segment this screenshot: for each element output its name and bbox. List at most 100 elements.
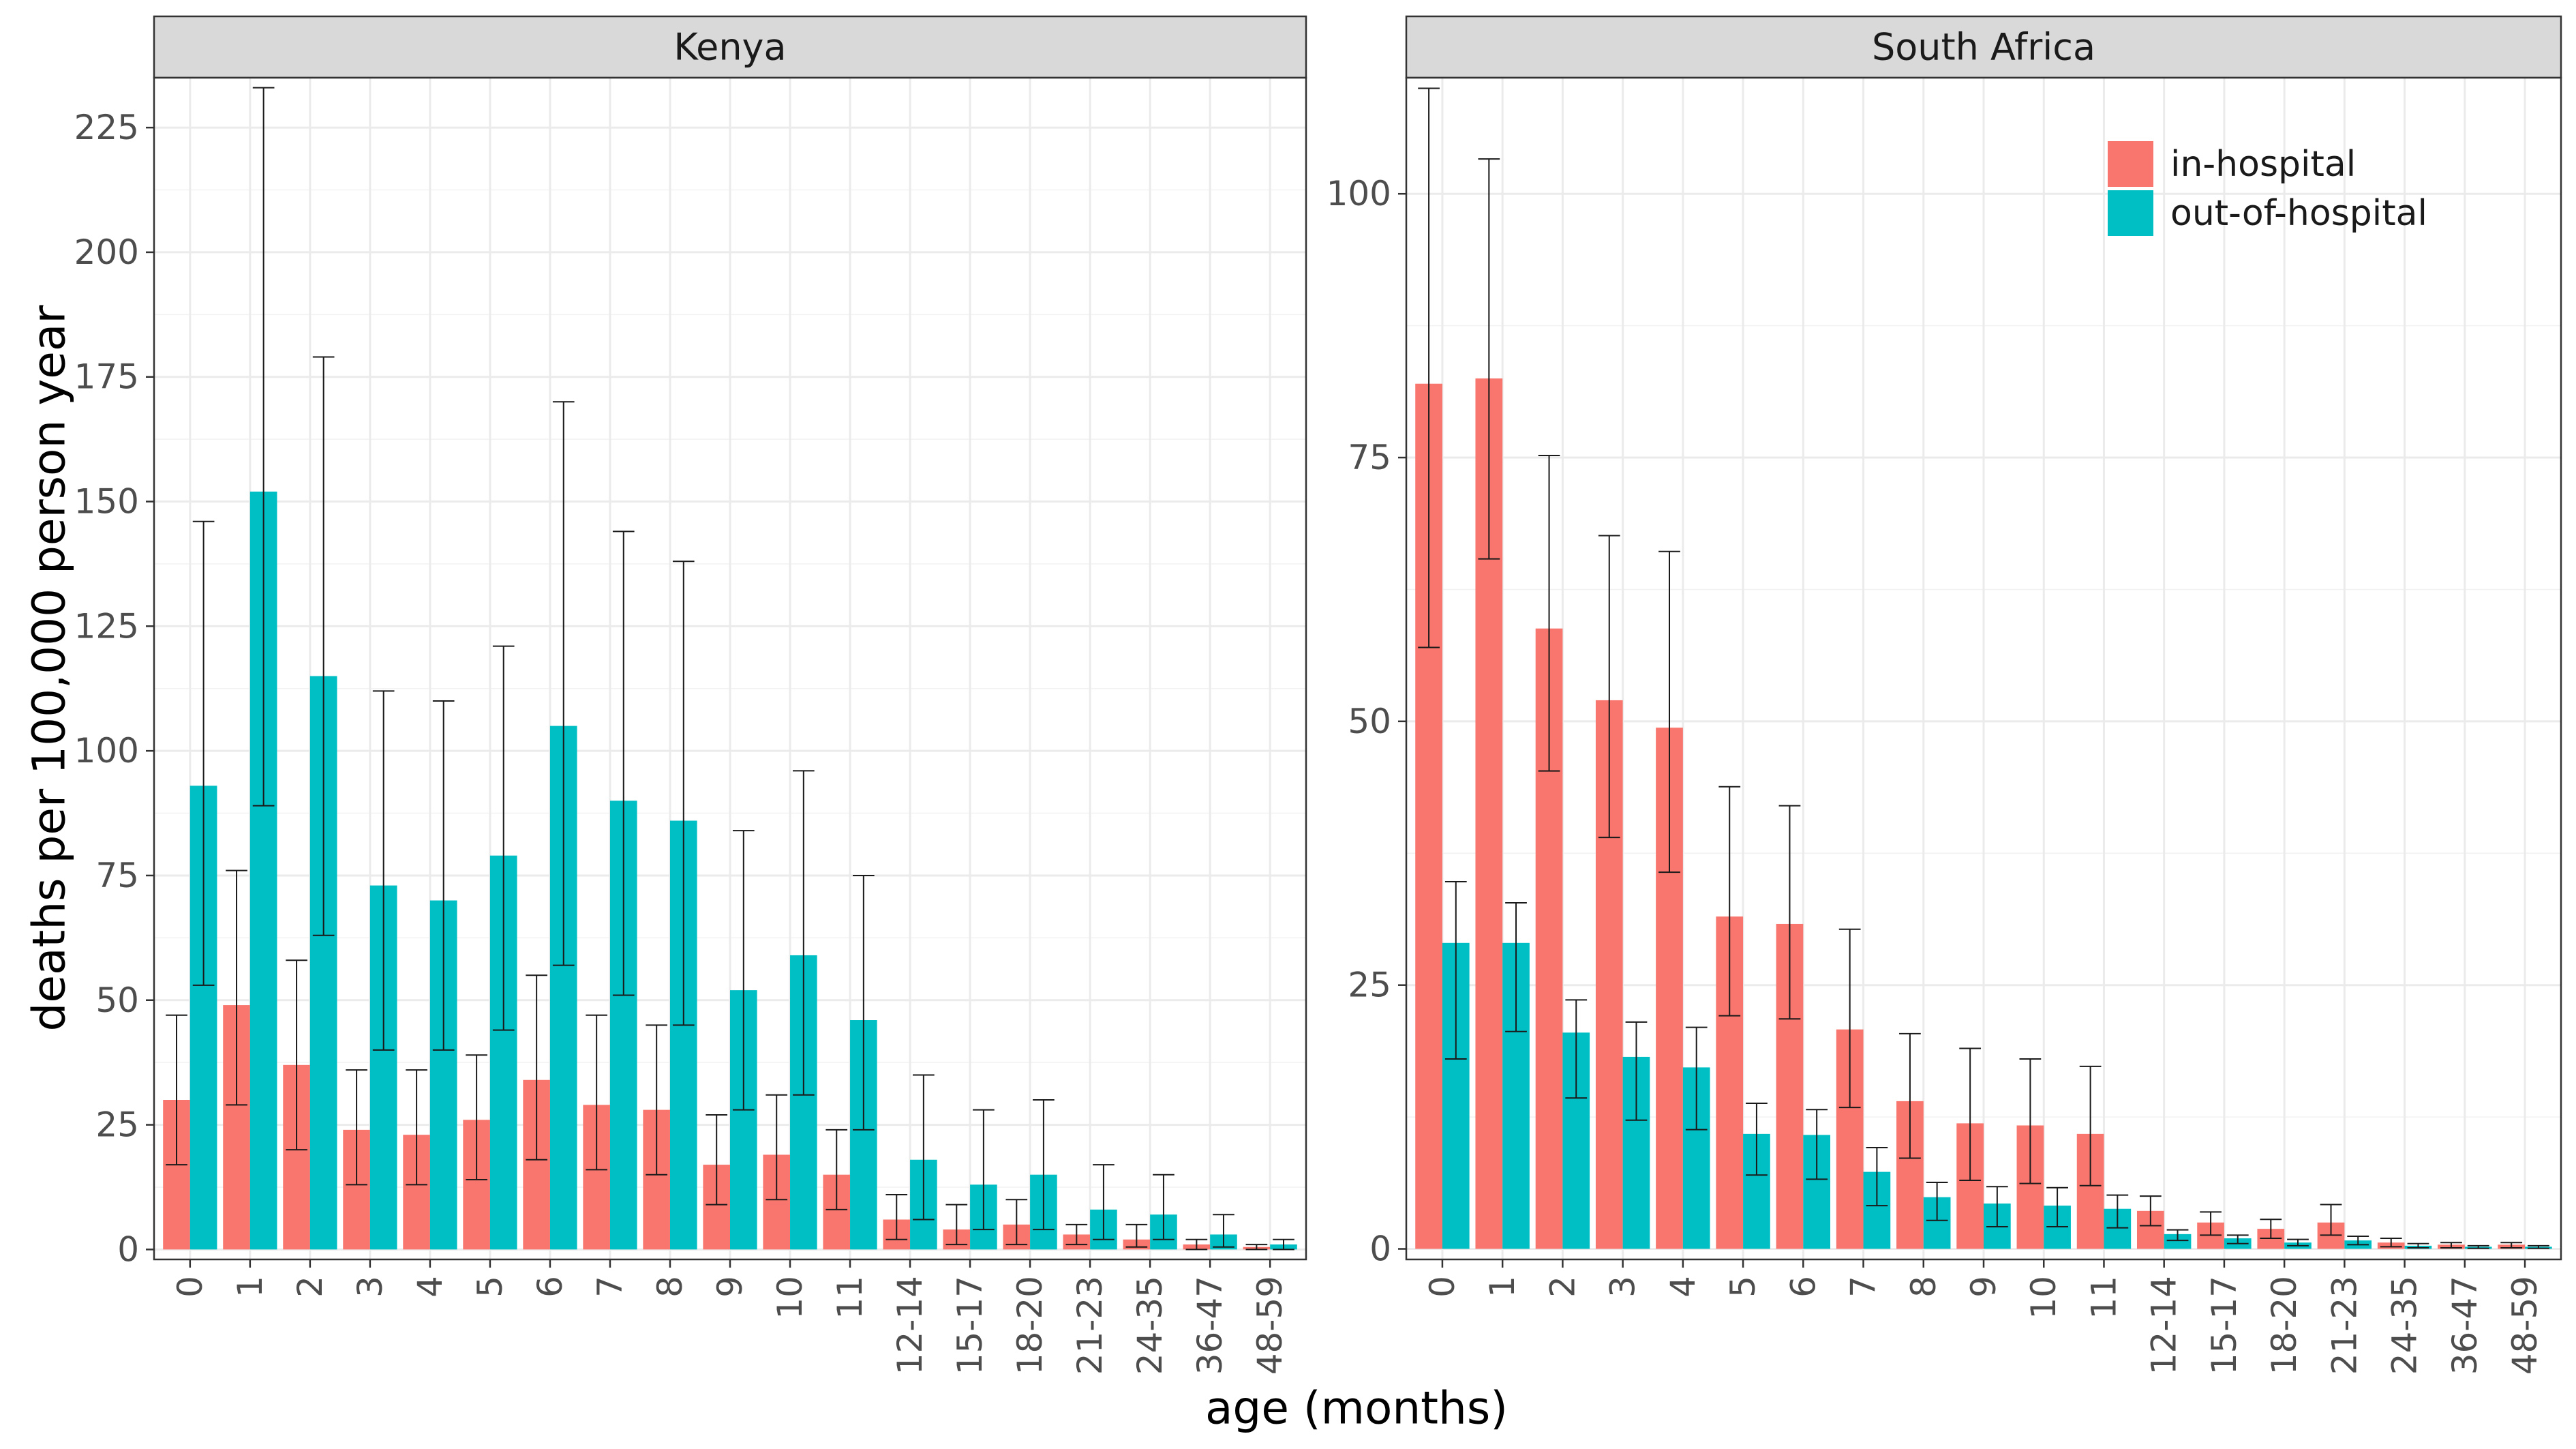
errorbar-out-of-hospital-2 xyxy=(1565,999,1588,1099)
errorbar-in-hospital-6 xyxy=(526,974,547,1161)
x-tick-label: 1 xyxy=(230,1276,270,1298)
errorbar-in-hospital-1 xyxy=(226,869,247,1106)
x-tick-label: 9 xyxy=(1964,1276,2003,1298)
errorbar-out-of-hospital-21-23 xyxy=(1093,1164,1115,1240)
x-tick-label: 9 xyxy=(710,1276,750,1298)
errorbar-in-hospital-0 xyxy=(166,1014,187,1166)
x-tick-label: 6 xyxy=(530,1276,570,1298)
errorbar-out-of-hospital-11 xyxy=(2106,1194,2129,1229)
x-tick-label: 11 xyxy=(2084,1276,2123,1319)
panel-south-africa-title: South Africa xyxy=(1872,26,2095,69)
legend-key-out-of-hospital xyxy=(2108,190,2153,236)
errorbar-out-of-hospital-18-20 xyxy=(1033,1099,1055,1231)
x-tick-label: 2 xyxy=(290,1276,330,1298)
panel-kenya-strip xyxy=(153,15,1307,79)
legend-key-in-hospital xyxy=(2108,141,2153,187)
errorbar-in-hospital-8 xyxy=(1899,1032,1921,1159)
x-tick-label: 1 xyxy=(1483,1276,1522,1298)
x-axis-title: age (months) xyxy=(1205,1382,1508,1435)
errorbar-in-hospital-3 xyxy=(1598,535,1620,839)
errorbar-in-hospital-10 xyxy=(2019,1058,2042,1184)
x-tick-label: 48-59 xyxy=(1250,1276,1290,1375)
x-tick-label: 8 xyxy=(650,1276,690,1298)
errorbar-out-of-hospital-4 xyxy=(432,700,455,1051)
errorbar-out-of-hospital-48-59 xyxy=(1273,1238,1294,1251)
errorbar-out-of-hospital-7 xyxy=(612,531,635,996)
x-tick-label: 5 xyxy=(470,1276,510,1298)
errorbar-in-hospital-9 xyxy=(706,1114,728,1206)
panel-south-africa-strip xyxy=(1405,15,2562,79)
errorbar-in-hospital-18-20 xyxy=(1005,1199,1028,1246)
errorbar-out-of-hospital-6 xyxy=(1806,1109,1828,1180)
errorbar-in-hospital-36-47 xyxy=(2440,1242,2462,1249)
x-tick-label: 0 xyxy=(170,1276,210,1298)
panel-south-africa-errorbars xyxy=(1418,87,2549,1249)
errorbar-out-of-hospital-1 xyxy=(1505,902,1527,1032)
x-tick-label: 15-17 xyxy=(950,1276,990,1375)
errorbar-out-of-hospital-8 xyxy=(1926,1182,1948,1221)
y-tick-label: 50 xyxy=(95,981,139,1020)
errorbar-out-of-hospital-1 xyxy=(252,87,275,807)
bar-out-of-hospital-12-14 xyxy=(2164,1234,2192,1249)
errorbar-out-of-hospital-8 xyxy=(672,561,695,1026)
errorbar-out-of-hospital-7 xyxy=(1866,1146,1888,1207)
y-tick-label: 25 xyxy=(95,1105,139,1145)
x-tick-label: 18-20 xyxy=(2264,1276,2304,1375)
errorbar-in-hospital-24-35 xyxy=(1125,1223,1148,1248)
y-tick-label: 100 xyxy=(1327,174,1391,213)
errorbar-in-hospital-8 xyxy=(646,1024,668,1176)
errorbar-out-of-hospital-3 xyxy=(372,690,395,1051)
errorbar-out-of-hospital-9 xyxy=(732,830,755,1111)
errorbar-out-of-hospital-11 xyxy=(853,874,875,1131)
errorbar-out-of-hospital-0 xyxy=(192,520,215,986)
errorbar-in-hospital-36-47 xyxy=(1185,1238,1208,1251)
x-tick-label: 7 xyxy=(590,1276,630,1298)
y-tick-label: 175 xyxy=(74,357,139,397)
x-tick-label: 18-20 xyxy=(1010,1276,1050,1375)
y-tick-label: 50 xyxy=(1348,702,1391,741)
errorbar-out-of-hospital-21-23 xyxy=(2347,1235,2369,1246)
errorbar-in-hospital-11 xyxy=(825,1129,848,1210)
x-tick-label: 21-23 xyxy=(1070,1276,1110,1375)
panel-kenya-title: Kenya xyxy=(673,26,786,69)
errorbar-in-hospital-10 xyxy=(766,1094,788,1201)
legend-label-in-hospital: in-hospital xyxy=(2170,144,2356,185)
errorbar-out-of-hospital-0 xyxy=(1444,881,1467,1060)
errorbar-in-hospital-1 xyxy=(1478,158,1500,560)
errorbar-in-hospital-12-14 xyxy=(885,1193,908,1240)
errorbar-in-hospital-0 xyxy=(1418,87,1440,648)
errorbar-out-of-hospital-9 xyxy=(1986,1186,2008,1228)
errorbar-in-hospital-18-20 xyxy=(2260,1219,2282,1240)
errorbar-out-of-hospital-6 xyxy=(552,401,575,966)
y-tick-label: 75 xyxy=(1348,438,1391,477)
panel-kenya-errorbars xyxy=(166,87,1294,1251)
errorbar-in-hospital-48-59 xyxy=(1245,1244,1268,1251)
errorbar-out-of-hospital-24-35 xyxy=(1153,1174,1175,1240)
errorbar-in-hospital-6 xyxy=(1778,805,1801,1020)
x-tick-label: 5 xyxy=(1723,1276,1763,1298)
x-tick-label: 6 xyxy=(1783,1276,1823,1298)
errorbar-out-of-hospital-24-35 xyxy=(2407,1242,2429,1249)
x-tick-label: 10 xyxy=(2024,1276,2063,1319)
x-tick-label: 11 xyxy=(830,1276,870,1319)
errorbar-out-of-hospital-36-47 xyxy=(1213,1214,1234,1248)
y-axis-title: deaths per 100,000 person year xyxy=(23,305,76,1032)
errorbar-in-hospital-3 xyxy=(346,1069,367,1186)
x-tick-label: 2 xyxy=(1543,1276,1582,1298)
errorbar-out-of-hospital-5 xyxy=(492,645,515,1031)
x-tick-label: 24-35 xyxy=(2385,1276,2425,1375)
x-tick-label: 3 xyxy=(1603,1276,1643,1298)
x-tick-label: 4 xyxy=(1663,1276,1703,1298)
x-tick-label: 24-35 xyxy=(1130,1276,1170,1375)
y-tick-label: 0 xyxy=(1369,1229,1391,1269)
panel-kenya-y-axis: 0 25 50 75 100 125 150 175 200 225 xyxy=(74,108,154,1269)
x-tick-label: 4 xyxy=(410,1276,450,1298)
y-tick-label: 0 xyxy=(117,1229,139,1269)
y-tick-label: 75 xyxy=(95,856,139,895)
errorbar-in-hospital-4 xyxy=(1658,550,1680,873)
x-tick-label: 36-47 xyxy=(2445,1276,2485,1375)
errorbar-out-of-hospital-3 xyxy=(1625,1021,1648,1121)
errorbar-in-hospital-2 xyxy=(286,959,307,1151)
y-tick-label: 125 xyxy=(74,606,139,646)
